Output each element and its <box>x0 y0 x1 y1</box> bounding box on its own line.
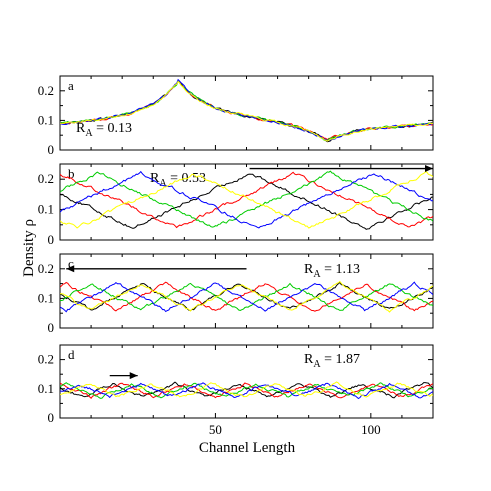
series-line-4 <box>60 170 433 229</box>
direction-arrow-head <box>425 165 433 173</box>
series-group <box>60 78 433 143</box>
y-tick-label: 0 <box>48 320 55 335</box>
series-group <box>60 280 433 313</box>
series-line-1 <box>60 173 433 230</box>
series-line-4 <box>60 281 433 313</box>
series-line-3 <box>60 282 433 312</box>
series-line-3 <box>60 382 433 399</box>
series-line-5 <box>60 80 433 142</box>
y-tick-label: 0 <box>48 232 55 247</box>
y-tick-label: 0.2 <box>38 171 54 186</box>
direction-arrow-head <box>66 265 75 273</box>
x-tick-label: 100 <box>361 422 381 437</box>
ra-label: RA = 1.87 <box>304 352 360 370</box>
panel-frame <box>59 75 434 151</box>
panel-letter: b <box>68 166 75 181</box>
y-tick-label: 0.1 <box>38 290 54 305</box>
panel-a: 0 0.1 0.2 a RA = 0.13 <box>38 75 434 157</box>
panel-b: 0 0.1 0.2 b RA = 0.53 <box>38 163 434 247</box>
series-line-2 <box>60 171 433 229</box>
y-tick-label: 0.2 <box>38 352 54 367</box>
ra-label: RA = 1.13 <box>304 262 360 280</box>
y-tick-label: 0.1 <box>38 202 54 217</box>
panel-letter: c <box>68 256 74 271</box>
series-line-5 <box>60 280 433 313</box>
panel-frame <box>59 344 434 419</box>
series-line-5 <box>60 171 433 229</box>
panel-c: 0 0.1 0.2 c RA = 1.13 <box>38 253 434 335</box>
direction-arrow-head <box>129 372 138 380</box>
x-tick-label: 50 <box>209 422 222 437</box>
panel-d: 0 0.1 0.2 d RA = 1.87 50 100 <box>38 344 434 437</box>
series-line-5 <box>60 381 433 398</box>
y-axis-title: Density ρ <box>21 219 37 277</box>
series-line-2 <box>60 281 433 312</box>
y-tick-label: 0.2 <box>38 261 54 276</box>
series-group <box>60 381 433 400</box>
ra-label: RA = 0.13 <box>76 121 132 139</box>
series-line-4 <box>60 382 433 400</box>
series-line-2 <box>60 382 433 399</box>
panel-letter: d <box>68 347 75 362</box>
y-tick-label: 0.2 <box>38 83 54 98</box>
panels-group: 0 0.1 0.2 a RA = 0.13 0 0.1 0.2 b RA = 0.53 0 0.1 0.… <box>38 75 434 437</box>
y-tick-label: 0.1 <box>38 381 54 396</box>
y-tick-label: 0 <box>48 142 55 157</box>
y-tick-label: 0 <box>48 410 55 425</box>
series-line-3 <box>60 170 433 228</box>
y-tick-label: 0.1 <box>38 112 54 127</box>
ra-label: RA = 0.53 <box>150 171 206 189</box>
series-group <box>60 170 433 230</box>
x-axis-title: Channel Length <box>199 440 296 456</box>
series-line-1 <box>60 381 433 399</box>
panel-letter: a <box>68 78 74 93</box>
